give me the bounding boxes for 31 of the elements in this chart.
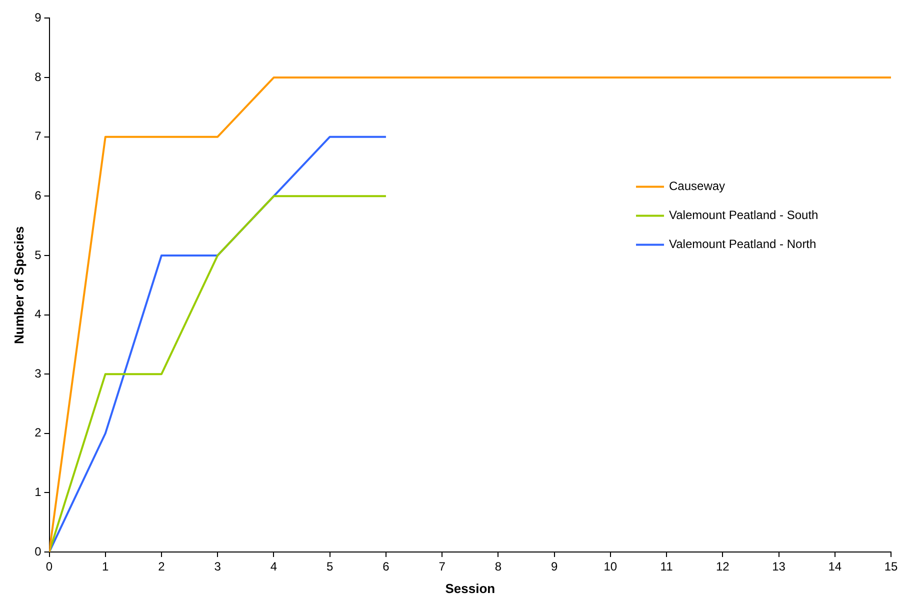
y-tick-label: 7 — [34, 129, 42, 144]
x-tick-label: 2 — [158, 560, 166, 574]
x-tick-label: 9 — [550, 560, 558, 574]
x-tick-label: 14 — [828, 560, 842, 574]
y-tick-label: 5 — [34, 248, 42, 262]
y-axis-title: Number of Species — [11, 226, 26, 344]
y-tick-label: 3 — [34, 366, 42, 380]
x-tick-label: 7 — [438, 560, 446, 574]
y-tick-label: 1 — [34, 485, 42, 499]
x-tick-label: 5 — [326, 560, 334, 574]
x-tick-label: 13 — [772, 560, 786, 574]
legend-label: Valemount Peatland - South — [669, 208, 818, 222]
y-tick-label: 0 — [34, 544, 42, 558]
x-tick-label: 10 — [604, 560, 618, 574]
x-tick-label: 8 — [494, 560, 502, 574]
x-axis-title: Session — [445, 580, 496, 596]
y-tick-label: 4 — [34, 307, 42, 322]
x-tick-label: 0 — [46, 560, 53, 574]
x-tick-label: 11 — [660, 560, 674, 574]
x-tick-label: 6 — [382, 560, 390, 574]
y-tick-label: 2 — [34, 426, 42, 440]
legend-label: Valemount Peatland - North — [669, 237, 816, 252]
x-tick-label: 3 — [214, 560, 222, 574]
x-tick-label: 15 — [884, 560, 898, 574]
legend-label: Causeway — [669, 179, 726, 194]
x-tick-label: 1 — [102, 560, 110, 574]
y-tick-label: 6 — [34, 188, 42, 202]
y-tick-label: 9 — [34, 10, 42, 25]
x-tick-label: 12 — [716, 560, 730, 574]
x-tick-label: 4 — [270, 560, 278, 574]
y-tick-label: 8 — [34, 70, 42, 84]
